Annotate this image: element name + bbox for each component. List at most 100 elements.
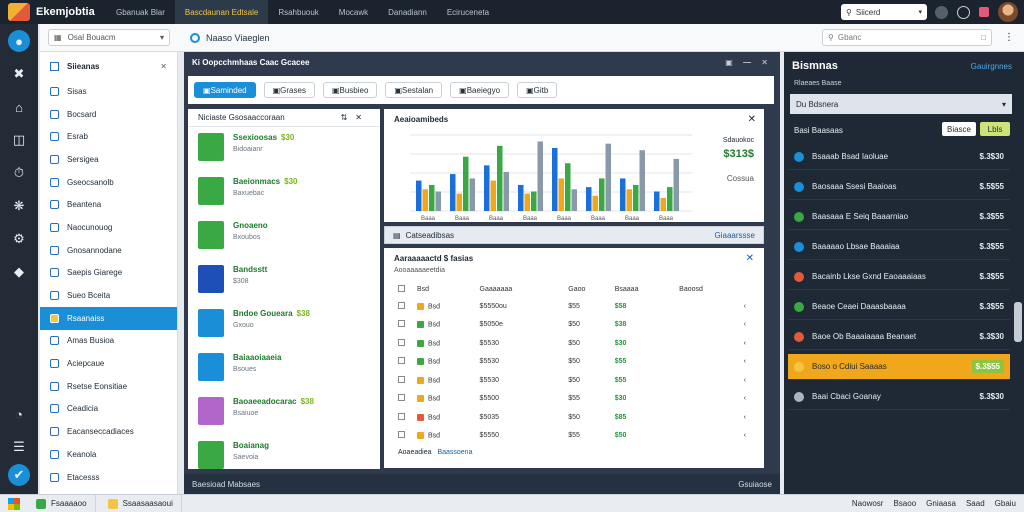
footer-link[interactable]: Baassoena [437, 449, 473, 456]
tray-item[interactable]: Naowosr [851, 499, 884, 508]
table-row[interactable]: Bsd $5500 $55 $30 ‹ [398, 390, 750, 409]
right-button-1[interactable]: Biasce [942, 122, 976, 136]
clear-icon[interactable]: □ [981, 33, 986, 42]
list-item[interactable]: Gnoaeno Bxoubos [188, 215, 380, 259]
tag-icon[interactable]: ◆ [14, 264, 24, 279]
bell-icon[interactable] [979, 7, 989, 17]
chart-bar[interactable] [639, 150, 646, 211]
chart-bar[interactable] [605, 143, 612, 211]
chart-bar[interactable] [435, 191, 442, 211]
sidebar-item[interactable]: Eacanseccadiaces [40, 420, 177, 443]
list-item[interactable]: Baeionmacs $30 Baxuebac [188, 171, 380, 215]
search-input[interactable]: ⚲ Gbanc □ [822, 29, 992, 46]
close-icon[interactable]: ✕ [745, 253, 754, 264]
settings-icon[interactable] [935, 5, 948, 19]
row-menu-icon[interactable]: ‹ [743, 321, 746, 329]
table-row[interactable]: Bsd $5035 $50 $85 ‹ [398, 408, 750, 427]
chart-bar[interactable] [660, 197, 667, 211]
sidebar-item[interactable]: Ceadicia [40, 398, 177, 421]
checkbox[interactable] [398, 320, 405, 328]
table-row[interactable]: Bsd $5550ou $55 $58 ‹ [398, 297, 750, 316]
help-icon[interactable]: ✔ [8, 464, 30, 486]
chart-bar[interactable] [558, 178, 565, 211]
chart-bar[interactable] [490, 180, 497, 211]
row-menu-icon[interactable]: ‹ [743, 395, 746, 403]
house-icon[interactable]: ⌂ [15, 99, 23, 115]
chart-bar[interactable] [633, 184, 639, 211]
chart-bar[interactable] [524, 193, 531, 211]
sidebar-item[interactable]: Keanola [40, 443, 177, 466]
table-row[interactable]: Bsd $5530 $50 $30 ‹ [398, 334, 750, 353]
row-menu-icon[interactable]: ‹ [743, 358, 746, 366]
chart-bar[interactable] [422, 189, 429, 211]
sidebar-item[interactable]: Beantena [40, 193, 177, 216]
avatar[interactable] [998, 2, 1018, 22]
start-icon[interactable] [8, 497, 20, 510]
chart-bar[interactable] [626, 189, 633, 211]
chart-bar[interactable] [503, 171, 510, 211]
home-brand-icon[interactable]: ● [8, 30, 30, 52]
right-list-row[interactable]: Bsaaab Bsad Iaoluae $.3$30 [788, 144, 1010, 170]
sidebar-item[interactable]: Esrab [40, 125, 177, 148]
sidebar-item[interactable]: Rsaanaiss [40, 306, 177, 330]
sidebar-item[interactable]: Gseocsanolb [40, 171, 177, 194]
list-item[interactable]: Bandsstt $308 [188, 259, 380, 303]
chart-bar[interactable] [586, 187, 592, 211]
chart-bar[interactable] [592, 195, 599, 211]
sidebar-item[interactable]: Aciepcaue [40, 352, 177, 375]
row-menu-icon[interactable]: ‹ [743, 413, 746, 421]
tray-item[interactable]: Bsaoo [893, 499, 917, 508]
chart-icon[interactable]: ◫ [12, 132, 26, 147]
chart-bar[interactable] [429, 184, 435, 211]
taskbar-item[interactable]: Ssaasaasaoui [100, 494, 182, 512]
chart-bar[interactable] [456, 193, 463, 211]
chart-bar[interactable] [571, 189, 578, 211]
toolbar-button[interactable]: ▣ Busbieo [322, 82, 378, 98]
right-list-row[interactable]: Baosaaa Ssesi Baaioas $.5$55 [788, 174, 1010, 200]
list-item[interactable]: Boaianag Saevoia [188, 435, 380, 479]
chart-bar[interactable] [463, 156, 469, 211]
table-row[interactable]: Bsd $5530 $50 $55 ‹ [398, 353, 750, 372]
sidebar-item[interactable]: Sueo Bceita [40, 284, 177, 307]
sidebar-item[interactable]: Bocsard [40, 103, 177, 126]
list-item[interactable]: Ssexioosas $30 Bidoaianr [188, 127, 380, 171]
timer-icon[interactable]: ⏱ [13, 165, 25, 180]
toolbar-button[interactable]: ▣ Gitb [517, 82, 558, 98]
toolbar-button[interactable]: ▣ Sestalan [385, 82, 443, 98]
chart-bar[interactable] [531, 191, 537, 211]
sidebar-item[interactable]: Amas Busioa [40, 330, 177, 353]
checkbox[interactable] [398, 431, 405, 439]
toolbar-button[interactable]: ▣ Saminded [194, 82, 256, 98]
sliders-icon[interactable]: ☰ [13, 439, 25, 454]
table-row[interactable]: Bsd $5550 $55 $50 ‹ [398, 427, 750, 446]
sidebar-item[interactable]: Saepis Giarege [40, 262, 177, 285]
right-list-row[interactable]: Bacainb Lkse Gxnd Eaoaaaiaas $.3$55 [788, 264, 1010, 290]
tray-item[interactable]: Gniaasa [926, 499, 956, 508]
chart-bar[interactable] [484, 165, 490, 211]
checkbox[interactable] [398, 394, 405, 402]
global-search[interactable]: ⚲ Siicerd ▾ [841, 4, 927, 20]
checkbox[interactable] [398, 338, 405, 346]
checkbox[interactable] [398, 357, 405, 365]
tray-item[interactable]: Saad [965, 499, 985, 508]
sidebar-item[interactable]: Gnosannodane [40, 239, 177, 262]
scrollbar[interactable] [1014, 302, 1022, 342]
tab-1[interactable]: Bascdaunan Edtsale [174, 0, 269, 24]
checkbox[interactable] [398, 375, 405, 383]
chart-bar[interactable] [673, 158, 680, 211]
toolbar-button[interactable]: ▣ Baeiegyo [450, 82, 510, 98]
breadcrumb[interactable]: Naaso Viaeglen [190, 32, 269, 43]
right-list-row[interactable]: Baoe Ob Baaaiaaaa Beanaet $.3$30 [788, 324, 1010, 350]
right-list-row[interactable]: Boso o Cdiui Saaaas $.3$55 [788, 354, 1010, 380]
row-menu-icon[interactable]: ‹ [743, 302, 746, 310]
chart-bar[interactable] [565, 163, 571, 211]
checkbox[interactable] [398, 284, 405, 292]
info-strip[interactable]: ▤ Catseadibsas Giaaarssse [384, 226, 764, 244]
clock-icon[interactable] [957, 5, 970, 19]
toolbar-button[interactable]: ▣ Grases [263, 82, 315, 98]
list-item[interactable]: Baoaeeadocarac $38 Bsaiuoe [188, 391, 380, 435]
checkbox[interactable] [398, 301, 405, 309]
chart-bar[interactable] [450, 174, 456, 211]
chart-bar[interactable] [667, 187, 673, 211]
network-icon[interactable]: ❋ [13, 198, 25, 213]
